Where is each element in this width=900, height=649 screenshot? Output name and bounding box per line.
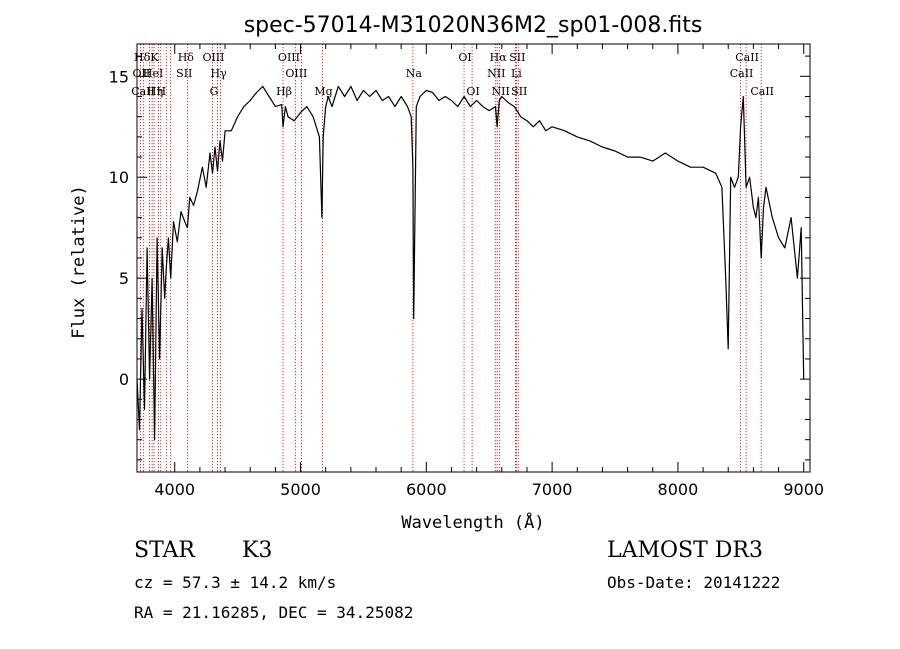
y-tick-label: 5	[119, 269, 129, 288]
line-marker-label: H	[156, 85, 166, 98]
line-marker-label: Hα	[490, 51, 508, 64]
line-marker-label: G	[210, 85, 219, 98]
line-marker-label: Li	[511, 67, 522, 80]
line-marker-label: OI	[466, 85, 479, 98]
line-marker-label: CaII	[750, 85, 774, 98]
line-marker-label: Hδ	[134, 51, 151, 64]
y-tick-label: 0	[119, 370, 129, 389]
y-axis-ticks: 0 5 10 15	[109, 55, 810, 461]
series-line-spectrum	[136, 85, 805, 441]
y-tick-label: 15	[109, 67, 129, 86]
x-axis-label: Wavelength (Å)	[401, 511, 544, 533]
x-tick-label: 6000	[406, 480, 447, 499]
x-tick-label: 4000	[154, 480, 195, 499]
x-axis-ticks: 4000 5000 6000 7000 8000 9000	[154, 44, 824, 499]
line-marker-label: K	[150, 51, 159, 64]
line-marker-label: CaII	[735, 51, 759, 64]
line-marker-label: NII	[492, 85, 510, 98]
y-axis-label: Flux (relative)	[69, 185, 89, 339]
line-marker-label: Hη	[147, 85, 163, 98]
line-marker-label: OIII	[278, 51, 300, 64]
line-marker-label: OI	[458, 51, 471, 64]
line-markers	[139, 44, 762, 472]
line-marker-label: OIII	[202, 51, 224, 64]
line-marker-label: Mg	[314, 85, 332, 98]
line-marker-label: Hδ	[178, 51, 195, 64]
x-tick-label: 7000	[532, 480, 573, 499]
line-marker-label: SII	[511, 85, 527, 98]
line-marker-label: CaII	[730, 67, 754, 80]
x-tick-label: 5000	[280, 480, 321, 499]
survey-name: LAMOST DR3	[607, 538, 763, 563]
coordinates: RA = 21.16285, DEC = 34.25082	[134, 603, 414, 622]
chart-title: spec-57014-M31020N36M2_sp01-008.fits	[244, 13, 703, 38]
line-marker-label: OIII	[285, 67, 307, 80]
object-subclass: K3	[242, 538, 273, 563]
observation-date: Obs-Date: 20141222	[607, 573, 781, 592]
line-marker-label: NII	[487, 67, 505, 80]
plot-frame	[136, 43, 811, 473]
line-marker-label: Hβ	[276, 85, 292, 98]
x-tick-label: 9000	[783, 480, 824, 499]
line-marker-label: Hγ	[211, 67, 228, 80]
line-marker-label: HeI	[143, 67, 163, 80]
x-tick-label: 8000	[658, 480, 699, 499]
object-class: STAR	[134, 538, 195, 563]
redshift-velocity: cz = 57.3 ± 14.2 km/s	[134, 573, 337, 592]
y-tick-label: 10	[109, 168, 129, 187]
series-layer	[136, 85, 805, 441]
line-marker-label: Na	[406, 67, 423, 80]
line-marker-label: SII	[176, 67, 192, 80]
line-marker-label: SII	[509, 51, 525, 64]
